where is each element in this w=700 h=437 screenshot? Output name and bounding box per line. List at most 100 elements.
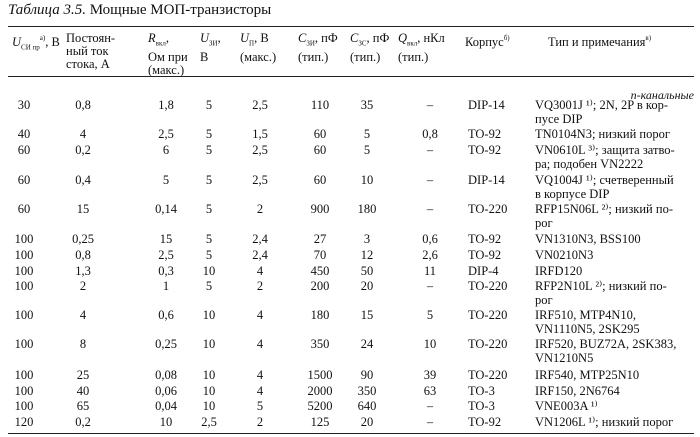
header-id: Постоян- ный ток стока, А — [66, 31, 116, 71]
cell-pkg: TO-92 — [468, 232, 502, 246]
cell-vds: 100 — [14, 279, 34, 293]
cell-vgs: 5 — [205, 232, 213, 246]
cell-qg: – — [426, 202, 434, 216]
cell-crss: 3 — [363, 232, 371, 246]
table-caption: Таблица 3.5. Мощные МОП-транзисторы — [8, 2, 271, 19]
cell-vgs: 10 — [202, 368, 216, 382]
cell-vds: 60 — [17, 143, 31, 157]
cell-crss: 5 — [363, 143, 371, 157]
cell-id: 0,2 — [75, 143, 91, 157]
cell-pkg: TO-220 — [468, 368, 508, 382]
cell-ron: 0,14 — [155, 202, 177, 216]
top-rule — [8, 26, 694, 27]
cell-id: 4 — [79, 127, 87, 141]
header-package: Корпусб) — [465, 34, 510, 49]
cell-vds: 100 — [14, 264, 34, 278]
cell-vgs: 5 — [205, 98, 213, 112]
cell-qg: – — [426, 279, 434, 293]
cell-ciss: 1500 — [307, 368, 333, 382]
cell-vth: 4 — [256, 384, 264, 398]
cell-ron: 0,08 — [155, 368, 177, 382]
cell-type-notes: IRF150, 2N6764 — [535, 384, 620, 398]
cell-ciss: 110 — [310, 98, 330, 112]
cell-id: 25 — [76, 368, 90, 382]
cell-type-notes: VQ3001J ¹⁾; 2N, 2P в кор- пусе DIP — [535, 98, 668, 126]
cell-vds: 100 — [14, 368, 34, 382]
cell-type-notes: IRF520, BUZ72A, 2SK383, VN1210N5 — [535, 337, 677, 365]
cell-vth: 4 — [256, 368, 264, 382]
header-rule — [8, 76, 694, 77]
cell-ciss: 900 — [310, 202, 330, 216]
cell-vgs: 5 — [205, 202, 213, 216]
cell-id: 0,8 — [75, 98, 91, 112]
cell-ciss: 60 — [313, 143, 327, 157]
cell-pkg: TO-220 — [468, 308, 508, 322]
cell-ron: 0,3 — [158, 264, 174, 278]
cell-ron: 1,8 — [158, 98, 174, 112]
cell-pkg: TO-3 — [468, 399, 495, 413]
cell-vds: 100 — [14, 399, 34, 413]
cell-pkg: TO-3 — [468, 384, 495, 398]
cell-vds: 60 — [17, 173, 31, 187]
cell-ciss: 2000 — [307, 384, 333, 398]
cell-id: 0,4 — [75, 173, 91, 187]
cell-type-notes: VN1310N3, BSS100 — [535, 232, 641, 246]
cell-type-notes: VN1206L ¹⁾; низкий порог — [535, 415, 674, 429]
table-number: Таблица 3.5. — [8, 2, 86, 18]
header-ciss: CЗИ, пФ (тип.) — [298, 31, 338, 64]
cell-id: 1,3 — [75, 264, 91, 278]
cell-pkg: TO-92 — [468, 415, 502, 429]
cell-ron: 0,6 — [158, 308, 174, 322]
cell-vth: 2 — [256, 202, 264, 216]
cell-pkg: TO-92 — [468, 127, 502, 141]
cell-id: 8 — [79, 337, 87, 351]
cell-qg: 0,8 — [422, 127, 438, 141]
cell-pkg: TO-92 — [468, 143, 502, 157]
cell-ron: 6 — [162, 143, 170, 157]
cell-vgs: 2,5 — [201, 415, 217, 429]
cell-vth: 2 — [256, 415, 264, 429]
bottom-rule — [8, 433, 694, 434]
cell-vds: 100 — [14, 337, 34, 351]
section-label: n-канальные — [630, 88, 694, 102]
cell-vds: 120 — [14, 415, 34, 429]
cell-vds: 100 — [14, 308, 34, 322]
cell-crss: 10 — [360, 173, 374, 187]
cell-ron: 5 — [162, 173, 170, 187]
cell-vth: 5 — [256, 399, 264, 413]
cell-id: 0,8 — [75, 248, 91, 262]
cell-vth: 2,5 — [252, 143, 268, 157]
cell-qg: 63 — [423, 384, 437, 398]
cell-vgs: 10 — [202, 384, 216, 398]
cell-type-notes: VQ1004J ¹⁾; счетверенный в корпусе DIP — [535, 173, 674, 201]
cell-pkg: DIP-4 — [468, 264, 499, 278]
cell-id: 15 — [76, 202, 90, 216]
cell-vgs: 10 — [202, 399, 216, 413]
cell-vth: 1,5 — [252, 127, 268, 141]
cell-ron: 15 — [159, 232, 173, 246]
cell-ron: 1 — [162, 279, 170, 293]
cell-qg: – — [426, 399, 434, 413]
cell-qg: 10 — [423, 337, 437, 351]
cell-type-notes: IRF540, MTP25N10 — [535, 368, 640, 382]
cell-ciss: 60 — [313, 127, 327, 141]
table-title: Мощные МОП-транзисторы — [89, 2, 272, 18]
cell-crss: 35 — [360, 98, 374, 112]
cell-type-notes: VN0610L ³⁾; защита затво- ра; подобен VN… — [535, 143, 675, 171]
cell-type-notes: RFP2N10L ²⁾; низкий по- рог — [535, 279, 667, 307]
cell-vgs: 5 — [205, 173, 213, 187]
cell-crss: 20 — [360, 415, 374, 429]
cell-qg: 5 — [426, 308, 434, 322]
cell-pkg: TO-220 — [468, 337, 508, 351]
cell-ron: 0,06 — [155, 384, 177, 398]
cell-qg: – — [426, 415, 434, 429]
cell-crss: 5 — [363, 127, 371, 141]
cell-pkg: TO-220 — [468, 202, 508, 216]
header-vth: UП, В (макс.) — [240, 31, 277, 64]
header-qg: Qвкл, нКл (тип.) — [398, 31, 445, 64]
cell-ron: 10 — [159, 415, 173, 429]
cell-type-notes: VN0210N3 — [535, 248, 594, 262]
cell-ciss: 180 — [310, 308, 330, 322]
cell-crss: 15 — [360, 308, 374, 322]
cell-crss: 12 — [360, 248, 374, 262]
